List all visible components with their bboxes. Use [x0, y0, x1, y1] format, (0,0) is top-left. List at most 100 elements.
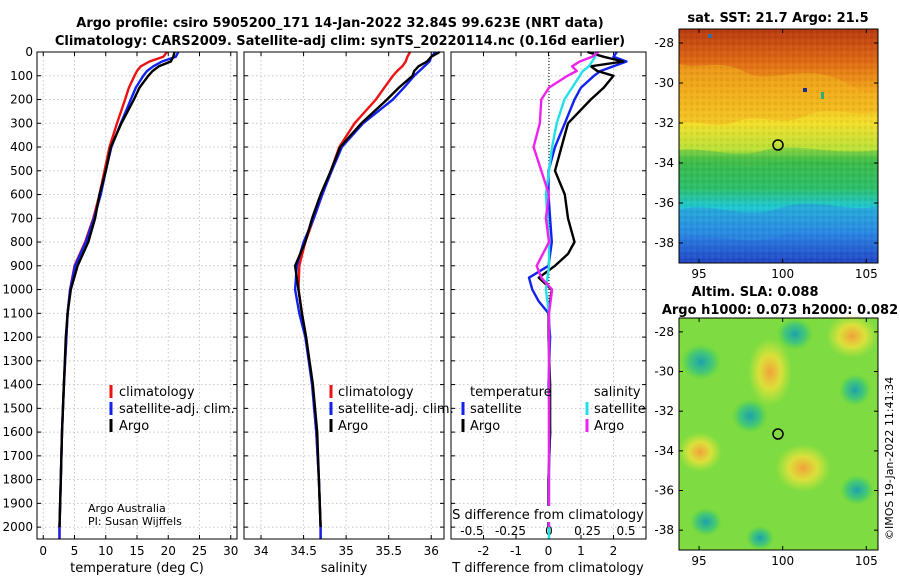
sla-map: Altim. SLA: 0.088 Argo h1000: 0.073 h200… [654, 285, 898, 568]
legend-label-climatology: climatology [338, 385, 414, 400]
x-tick-label: 5 [71, 544, 79, 558]
depth-tick-label: 0 [25, 45, 33, 59]
depth-tick-label: 100 [10, 69, 33, 83]
x-tick-label: 1 [577, 544, 585, 558]
lon-tick-label: 100 [771, 267, 794, 281]
legend-title-temperature: temperature [470, 385, 552, 400]
depth-tick-label: 1300 [2, 354, 33, 368]
x-tick-label: 2 [610, 544, 618, 558]
depth-tick-label: 400 [10, 140, 33, 154]
sst-pixel-texture [679, 29, 878, 263]
x-tick-label: 25 [192, 544, 207, 558]
legend-label-s-satellite: satellite [594, 402, 646, 417]
depth-tick-label: 1900 [2, 496, 33, 510]
legend-label-t-satellite: satellite [470, 402, 522, 417]
salinity-axis-label: salinity [321, 561, 368, 576]
sla-map-title1: Altim. SLA: 0.088 [692, 285, 819, 300]
salinity-panel: 34 34.5 35 35.5 36 salinity climatology sate… [243, 50, 454, 576]
salinity-legend: climatology satellite-adj. clim. Argo [329, 385, 454, 434]
sla-low [690, 508, 722, 536]
x-tick-label: 15 [129, 544, 144, 558]
depth-tick-label: 1700 [2, 449, 33, 463]
lat-tick-label: -32 [654, 116, 674, 130]
depth-tick-label: 1400 [2, 378, 33, 392]
difference-panel-frame [450, 51, 647, 540]
sla-high [748, 338, 792, 406]
series-line-climatology [297, 51, 412, 539]
x-tick-label: 20 [161, 544, 176, 558]
s-tick-label: 0.25 [574, 524, 601, 538]
s-tick-label: -0.25 [495, 524, 526, 538]
depth-tick-label: 1200 [2, 330, 33, 344]
s-tick-label: 0.5 [616, 524, 635, 538]
lat-tick-label: -30 [654, 365, 674, 379]
s-difference-axis-label: S difference from climatology [452, 508, 644, 523]
lon-tick-label: 95 [691, 267, 706, 281]
legend-label-t-argo: Argo [470, 419, 500, 434]
x-tick-label: 30 [223, 544, 238, 558]
series-line-s-satellite [544, 52, 597, 539]
sst-argo-marker [772, 139, 784, 151]
difference-legend: temperature satellite Argo salinity sate… [461, 385, 646, 434]
x-tick-label: -1 [510, 544, 522, 558]
temperature-panel: 0100200300400500600700800900100011001200… [2, 45, 238, 576]
sst-cloud-pixel [803, 88, 807, 92]
series-line-satellite-adj-clim- [58, 51, 180, 539]
sst-cloud-pixel [821, 92, 824, 99]
series-line-s-argo [532, 51, 600, 528]
sst-map-title: sat. SST: 21.7 Argo: 21.5 [687, 11, 868, 26]
sla-map-frame [678, 317, 879, 551]
lat-tick-label: -36 [654, 484, 674, 498]
credit-line2: PI: Susan Wijffels [88, 515, 182, 528]
depth-tick-label: 900 [10, 259, 33, 273]
depth-tick-label: 600 [10, 188, 33, 202]
sla-high [678, 432, 722, 472]
depth-tick-label: 200 [10, 93, 33, 107]
sst-map: sat. SST: 21.7 Argo: 21.5 -28 -30 -32 -34 -3… [654, 11, 879, 281]
figure-title-line1: Argo profile: csiro 5905200_171 14-Jan-2… [76, 16, 603, 31]
credit-line1: Argo Australia [88, 502, 166, 515]
series-line-climatology [58, 51, 168, 539]
depth-tick-label: 1800 [2, 473, 33, 487]
legend-label-climatology: climatology [119, 385, 195, 400]
depth-tick-label: 700 [10, 211, 33, 225]
temperature-panel-frame [36, 51, 238, 540]
sla-high [775, 444, 831, 492]
depth-tick-label: 800 [10, 235, 33, 249]
x-tick-label: 35.5 [375, 544, 402, 558]
sst-map-frame [678, 28, 879, 264]
x-tick-label: 0 [545, 544, 553, 558]
temperature-legend: climatology satellite-adj. clim. Argo [109, 385, 235, 434]
legend-label-satellite: satellite-adj. clim. [119, 402, 235, 417]
x-tick-label: 10 [98, 544, 113, 558]
lat-tick-label: -30 [654, 76, 674, 90]
depth-tick-label: 500 [10, 164, 33, 178]
series-line-satellite-adj-clim- [293, 51, 437, 539]
depth-tick-label: 1000 [2, 283, 33, 297]
sla-low [681, 344, 721, 380]
s-axis-label-backdrop [452, 506, 645, 522]
depth-tick-label: 1100 [2, 306, 33, 320]
sla-low [840, 475, 874, 505]
legend-label-s-argo: Argo [594, 419, 624, 434]
difference-panel: -2 -1 0 1 2 -0.5 -0.25 0 0.25 0.5 T difference f… [450, 50, 647, 576]
sla-low [777, 318, 813, 350]
legend-label-argo: Argo [119, 419, 149, 434]
legend-title-salinity: salinity [594, 385, 641, 400]
lat-tick-label: -28 [654, 36, 674, 50]
timestamp-label: ©IMOS 19-Jan-2022 11:41:34 [883, 377, 896, 540]
x-tick-label: 36 [424, 544, 439, 558]
legend-label-argo: Argo [338, 419, 368, 434]
lat-tick-label: -38 [654, 236, 674, 250]
lat-tick-label: -36 [654, 196, 674, 210]
lon-tick-label: 105 [855, 267, 878, 281]
lat-tick-label: -38 [654, 523, 674, 537]
depth-tick-label: 2000 [2, 520, 33, 534]
lon-tick-label: 105 [855, 554, 878, 568]
s-tick-label: -0.5 [460, 524, 483, 538]
depth-tick-label: 1500 [2, 401, 33, 415]
depth-tick-label: 1600 [2, 425, 33, 439]
lon-tick-label: 100 [771, 554, 794, 568]
x-tick-label: -2 [478, 544, 490, 558]
